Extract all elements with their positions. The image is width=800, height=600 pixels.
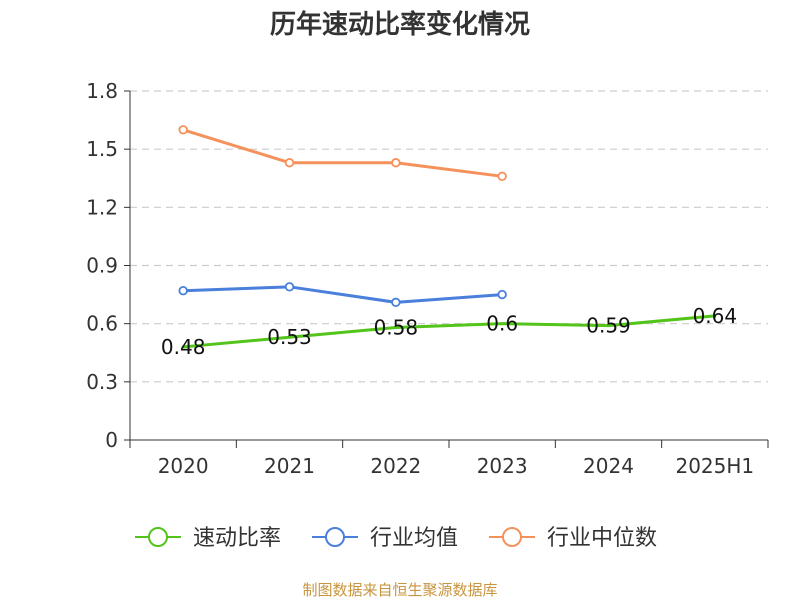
legend-marker	[325, 527, 345, 547]
x-tick-label: 2025H1	[675, 454, 754, 478]
series-layer	[178, 125, 717, 349]
source-note: 制图数据来自恒生聚源数据库	[302, 581, 497, 599]
legend-label: 行业均值	[370, 526, 458, 551]
legend-marker	[148, 527, 168, 547]
data-label: 0.64	[693, 304, 738, 328]
data-point	[391, 158, 401, 168]
series-line-2	[181, 285, 504, 304]
data-point	[391, 297, 401, 308]
data-label: 0.53	[267, 325, 312, 349]
x-tick-label: 2024	[583, 454, 634, 478]
x-tick-label: 2020	[158, 454, 209, 478]
y-tick-label: 1.8	[86, 79, 118, 103]
legend-label: 行业中位数	[547, 526, 657, 551]
series-line-3	[181, 128, 504, 178]
x-tick-label: 2023	[477, 454, 528, 478]
data-point	[178, 286, 188, 296]
data-label: 0.58	[374, 316, 419, 340]
data-point	[284, 158, 295, 168]
y-tick-label: 0.3	[86, 370, 118, 394]
data-point	[178, 125, 188, 135]
data-point	[284, 282, 295, 292]
y-tick-label: 1.2	[86, 195, 118, 219]
data-label: 0.59	[586, 314, 631, 338]
y-tick-label: 0.9	[86, 254, 118, 278]
y-tick-label: 0	[105, 428, 118, 452]
x-tick-label: 2022	[370, 454, 421, 478]
data-label: 0.6	[486, 312, 518, 336]
axes: 0 0.3 0.6 0.9 1.2 1.5 1.8 2020 2021 2022 2023 2024 2…	[86, 79, 769, 478]
data-point	[497, 171, 507, 182]
y-tick-label: 0.6	[86, 312, 118, 336]
legend-marker	[502, 527, 522, 547]
x-tick-label: 2021	[264, 454, 315, 478]
chart-title: 历年速动比率变化情况	[270, 9, 530, 40]
legend: 速动比率 行业均值 行业中位数	[135, 526, 657, 551]
y-tick-label: 1.5	[86, 137, 118, 161]
data-label: 0.48	[161, 335, 206, 359]
grid	[130, 90, 768, 383]
legend-label: 速动比率	[193, 526, 281, 551]
data-labels: 0.48 0.53 0.58 0.6 0.59 0.64	[161, 304, 737, 359]
series-line-1	[181, 314, 717, 349]
data-point	[497, 289, 507, 300]
